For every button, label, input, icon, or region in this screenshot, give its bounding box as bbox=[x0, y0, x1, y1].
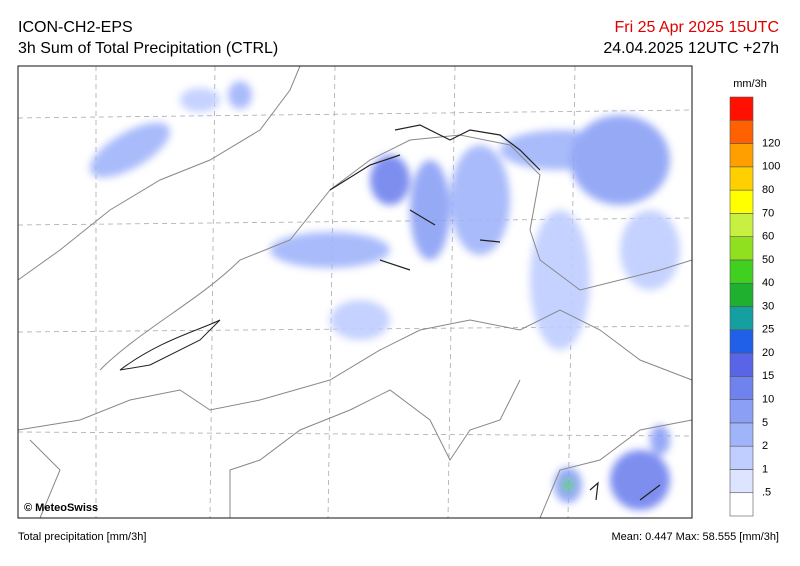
footer-label: Total precipitation [mm/3h] bbox=[18, 531, 146, 543]
credit: © MeteoSwiss bbox=[24, 502, 98, 514]
legend-label: 60 bbox=[762, 231, 774, 243]
subtitle: 3h Sum of Total Precipitation (CTRL) bbox=[18, 40, 278, 57]
color-swatch bbox=[729, 376, 754, 400]
run-time: 24.04.2025 12UTC +27h bbox=[603, 40, 779, 57]
color-swatch bbox=[729, 166, 754, 191]
color-swatch bbox=[729, 189, 754, 214]
valid-time: Fri 25 Apr 2025 15UTC bbox=[614, 19, 779, 36]
legend-label: 25 bbox=[762, 324, 774, 336]
legend-label: 15 bbox=[762, 370, 774, 382]
color-swatch bbox=[729, 422, 754, 447]
color-swatch bbox=[729, 329, 754, 354]
color-swatch bbox=[729, 282, 754, 307]
map: © MeteoSwiss bbox=[17, 65, 693, 519]
legend-label: 5 bbox=[762, 417, 768, 429]
color-swatch bbox=[729, 352, 754, 377]
color-swatch bbox=[729, 96, 754, 121]
color-swatch bbox=[729, 213, 754, 237]
color-swatch bbox=[729, 236, 754, 261]
legend-label: 1 bbox=[762, 463, 768, 475]
color-swatch bbox=[729, 469, 754, 494]
legend-unit: mm/3h bbox=[733, 78, 767, 90]
color-swatch bbox=[729, 119, 754, 144]
legend-label: 120 bbox=[762, 137, 780, 149]
title: ICON-CH2-EPS bbox=[18, 19, 133, 36]
legend-label: 20 bbox=[762, 347, 774, 359]
color-swatch bbox=[729, 259, 754, 284]
color-swatch bbox=[729, 306, 754, 331]
legend-label: 70 bbox=[762, 207, 774, 219]
legend-label: 10 bbox=[762, 394, 774, 406]
legend-label: 50 bbox=[762, 254, 774, 266]
color-swatch bbox=[729, 492, 754, 517]
color-swatch bbox=[729, 143, 754, 168]
legend-label: 2 bbox=[762, 440, 768, 452]
footer-stats: Mean: 0.447 Max: 58.555 [mm/3h] bbox=[611, 531, 779, 543]
legend-label: 30 bbox=[762, 300, 774, 312]
legend-label: 100 bbox=[762, 161, 780, 173]
legend-label: 80 bbox=[762, 184, 774, 196]
legend-label: 40 bbox=[762, 277, 774, 289]
legend-label: .5 bbox=[762, 487, 771, 499]
color-swatch bbox=[729, 399, 754, 424]
color-swatch bbox=[729, 445, 754, 470]
